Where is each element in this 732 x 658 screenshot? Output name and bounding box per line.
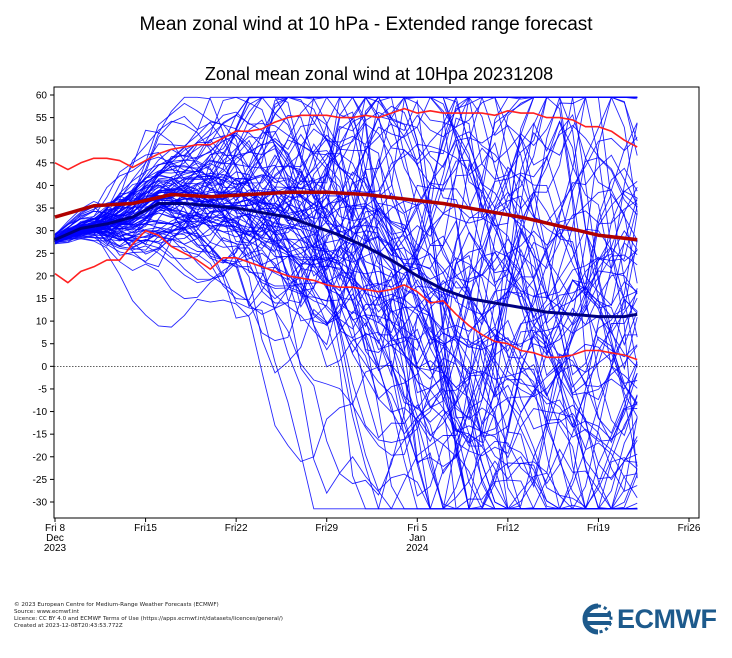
x-tick-label: Fri12 bbox=[496, 523, 519, 534]
y-tick-label: -25 bbox=[33, 475, 48, 486]
ensemble-member-line bbox=[54, 190, 638, 395]
x-tick-label: Fri29 bbox=[315, 523, 338, 534]
ensemble-member-line bbox=[54, 135, 638, 397]
ensemble-member-line bbox=[54, 190, 638, 508]
climatology-min-line bbox=[54, 229, 638, 361]
ensemble-member-line bbox=[54, 174, 638, 352]
y-tick-label: 40 bbox=[36, 181, 48, 192]
x-tick-label: Fri19 bbox=[587, 523, 610, 534]
y-tick-label: 60 bbox=[36, 91, 48, 102]
page-title: Mean zonal wind at 10 hPa - Extended ran… bbox=[139, 14, 593, 35]
footer-line: Licence: CC BY 4.0 and ECMWF Terms of Us… bbox=[14, 616, 283, 622]
x-tick-label: 2024 bbox=[406, 543, 429, 554]
plot-area bbox=[53, 86, 700, 519]
ensemble-member-line bbox=[54, 96, 638, 366]
y-tick-label: -10 bbox=[33, 407, 48, 418]
footer-line: Created at 2023-12-08T20:43:53.772Z bbox=[14, 623, 123, 629]
x-tick-label: Fri26 bbox=[678, 523, 701, 534]
ensemble-member-line bbox=[54, 96, 638, 270]
y-tick-label: 35 bbox=[36, 204, 48, 215]
ensemble-member-line bbox=[54, 165, 638, 302]
ensemble-member-line bbox=[54, 120, 638, 352]
y-tick-label: -5 bbox=[38, 384, 47, 395]
chart-title: Zonal mean zonal wind at 10Hpa 20231208 bbox=[205, 64, 553, 84]
ensemble-member-line bbox=[54, 96, 638, 510]
y-tick-label: 10 bbox=[36, 317, 48, 328]
ensemble-member-line bbox=[54, 113, 638, 456]
y-tick-label: 30 bbox=[36, 226, 48, 237]
y-tick-label: 5 bbox=[41, 339, 47, 350]
y-tick-label: 15 bbox=[36, 294, 48, 305]
y-tick-label: 20 bbox=[36, 271, 48, 282]
climatology-max-line bbox=[54, 107, 638, 171]
x-tick-label: Fri 8 bbox=[45, 523, 65, 534]
ensemble-member-line bbox=[54, 165, 638, 457]
y-tick-label: 45 bbox=[36, 158, 48, 169]
ensemble-member-line bbox=[54, 96, 638, 510]
ensemble-member-line bbox=[54, 96, 638, 510]
x-tick-label: Fri15 bbox=[134, 523, 157, 534]
ensemble-member-line bbox=[54, 126, 638, 510]
overlay-lines bbox=[54, 107, 699, 367]
ensemble-member-line bbox=[54, 205, 638, 468]
ensemble-member-line bbox=[54, 219, 638, 481]
x-tick-label: 2023 bbox=[44, 543, 67, 554]
x-tick-label: Dec bbox=[46, 533, 64, 544]
ecmwf-logo: ECMWF bbox=[581, 603, 721, 635]
ensemble-member-line bbox=[54, 175, 638, 510]
x-tick-label: Fri 5 bbox=[407, 523, 427, 534]
y-tick-label: -15 bbox=[33, 430, 48, 441]
ensemble-member-line bbox=[54, 96, 638, 437]
y-axis: 605550454035302520151050-5-10-15-20-25-3… bbox=[33, 91, 54, 509]
x-tick-label: Fri22 bbox=[225, 523, 248, 534]
ensemble-mean-line bbox=[54, 202, 638, 319]
ensemble-member-line bbox=[54, 96, 638, 253]
climatology-mean-line bbox=[54, 190, 638, 242]
ensemble-member-line bbox=[54, 120, 638, 510]
footer: © 2023 European Centre for Medium-Range … bbox=[14, 602, 283, 630]
footer-line: © 2023 European Centre for Medium-Range … bbox=[14, 602, 219, 608]
ecmwf-logo-icon bbox=[582, 603, 613, 635]
ensemble-member-line bbox=[54, 123, 638, 485]
footer-line: Source: www.ecmwf.int bbox=[14, 609, 80, 615]
ensemble-member-line bbox=[54, 139, 638, 463]
y-tick-label: 0 bbox=[41, 362, 47, 373]
x-tick-label: Jan bbox=[409, 533, 425, 544]
ensemble-members bbox=[54, 96, 638, 511]
ensemble-member-line bbox=[54, 96, 638, 467]
y-tick-label: -20 bbox=[33, 452, 48, 463]
y-tick-label: -30 bbox=[33, 498, 48, 509]
ecmwf-logo-text: ECMWF bbox=[617, 604, 717, 634]
y-tick-label: 25 bbox=[36, 249, 48, 260]
ensemble-member-line bbox=[54, 190, 638, 389]
ensemble-member-line bbox=[54, 96, 638, 510]
y-tick-label: 50 bbox=[36, 136, 48, 147]
y-tick-label: 55 bbox=[36, 113, 48, 124]
